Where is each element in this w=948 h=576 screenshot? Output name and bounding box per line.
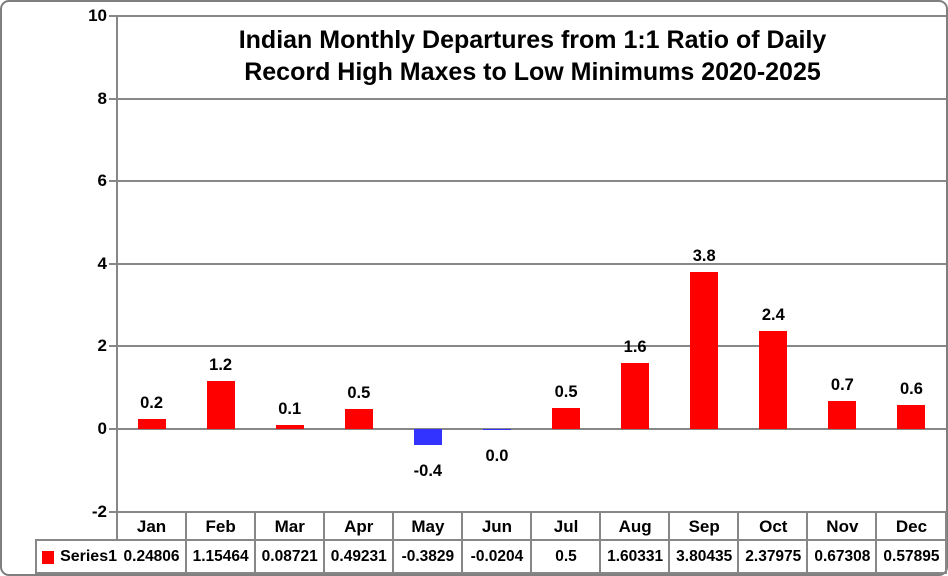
month-cell-jun: Jun <box>481 517 513 536</box>
y-axis-tick <box>109 15 117 17</box>
month-cell-nov: Nov <box>826 517 859 536</box>
month-cell-apr: Apr <box>344 517 374 536</box>
table-value-aug: 1.60331 <box>607 548 664 565</box>
bar-label-jun: 0.0 <box>485 446 509 465</box>
legend-series-name: Series1 <box>60 548 117 565</box>
month-cell-dec: Dec <box>895 517 928 536</box>
gridline-y0 <box>117 428 946 430</box>
month-cell-oct: Oct <box>759 517 788 536</box>
bar-label-dec: 0.6 <box>899 380 923 399</box>
table-column-border <box>391 512 394 574</box>
y-axis-label: 4 <box>97 253 107 273</box>
table-column-border <box>599 512 602 574</box>
table-value-jan: 0.24806 <box>123 548 180 565</box>
bar-jun[interactable] <box>482 429 511 430</box>
bar-label-mar: 0.1 <box>278 400 302 419</box>
bar-label-sep: 3.8 <box>692 246 716 265</box>
bar-feb[interactable] <box>206 381 235 429</box>
bar-sep[interactable] <box>690 271 719 429</box>
table-row-divider <box>35 539 946 541</box>
table-value-sep: 3.80435 <box>676 548 733 565</box>
gridline-y-2 <box>117 510 946 513</box>
y-axis-tick <box>109 262 117 265</box>
bar-label-apr: 0.5 <box>347 383 371 402</box>
table-bottom-border <box>35 572 946 574</box>
month-cell-mar: Mar <box>274 517 305 536</box>
bar-oct[interactable] <box>759 330 788 429</box>
month-cell-jan: Jan <box>136 517 167 536</box>
gridline-y10 <box>117 15 946 17</box>
legend-key-swatch <box>42 550 55 564</box>
month-cell-jul: Jul <box>553 517 579 536</box>
y-axis-label: 2 <box>97 336 107 356</box>
bar-apr[interactable] <box>344 408 373 429</box>
bar-label-feb: 1.2 <box>209 356 233 375</box>
table-column-border <box>806 512 809 574</box>
gridline-y6 <box>117 180 946 183</box>
bar-dec[interactable] <box>897 405 926 429</box>
table-column-border <box>875 512 878 574</box>
bar-label-may: -0.4 <box>413 461 443 480</box>
bar-label-jan: 0.2 <box>140 393 163 412</box>
y-axis-tick <box>109 97 117 100</box>
bar-label-jul: 0.5 <box>554 383 578 402</box>
chart-title-line2: Record High Maxes to Low Minimums 2020-2… <box>244 58 821 86</box>
y-axis-tick <box>109 180 117 183</box>
y-axis-label: 6 <box>97 171 107 191</box>
bar-mar[interactable] <box>275 425 304 429</box>
bar-label-oct: 2.4 <box>761 305 785 324</box>
bar-aug[interactable] <box>621 362 650 429</box>
chart-title: Indian Monthly Departures from 1:1 Ratio… <box>118 24 947 88</box>
month-cell-may: May <box>411 517 445 536</box>
y-axis-label: 0 <box>97 419 107 438</box>
table-value-jun: -0.0204 <box>470 548 524 565</box>
month-cell-sep: Sep <box>688 517 720 536</box>
table-value-oct: 2.37975 <box>745 548 802 565</box>
table-column-border <box>944 512 947 574</box>
y-axis-line <box>116 15 118 539</box>
table-value-jul: 0.5 <box>555 548 577 565</box>
table-value-mar: 0.08721 <box>261 548 318 565</box>
legend-cell[interactable]: Series1 <box>37 541 117 573</box>
table-column-border <box>737 512 740 574</box>
table-column-border <box>184 512 187 574</box>
bar-nov[interactable] <box>828 401 857 429</box>
bar-may[interactable] <box>413 429 442 445</box>
y-axis-tick <box>109 428 117 430</box>
chart-title-line1: Indian Monthly Departures from 1:1 Ratio… <box>238 26 827 54</box>
bar-label-nov: 0.7 <box>830 376 854 395</box>
table-value-may: -0.3829 <box>401 548 455 565</box>
bar-jan[interactable] <box>137 418 166 429</box>
y-axis-tick <box>109 345 117 348</box>
y-axis-label: 8 <box>97 88 107 108</box>
bar-label-aug: 1.6 <box>623 337 647 356</box>
table-value-nov: 0.67308 <box>814 548 871 565</box>
table-column-border <box>668 512 671 574</box>
y-axis-tick <box>109 510 117 513</box>
table-value-apr: 0.49231 <box>330 548 387 565</box>
table-column-border <box>253 512 256 574</box>
month-cell-feb: Feb <box>205 517 236 536</box>
table-column-border <box>530 512 532 574</box>
gridline-y8 <box>117 97 946 100</box>
table-value-feb: 1.15464 <box>192 548 249 565</box>
y-axis-label: -2 <box>91 501 107 521</box>
bar-jul[interactable] <box>552 408 581 429</box>
y-axis-label: 10 <box>88 6 107 25</box>
table-left-border <box>35 539 37 574</box>
gridline-y2 <box>117 345 946 348</box>
gridline-y4 <box>117 262 946 265</box>
table-column-border <box>460 512 463 574</box>
table-value-dec: 0.57895 <box>883 548 940 565</box>
month-cell-aug: Aug <box>618 517 652 536</box>
table-column-border <box>322 512 325 574</box>
